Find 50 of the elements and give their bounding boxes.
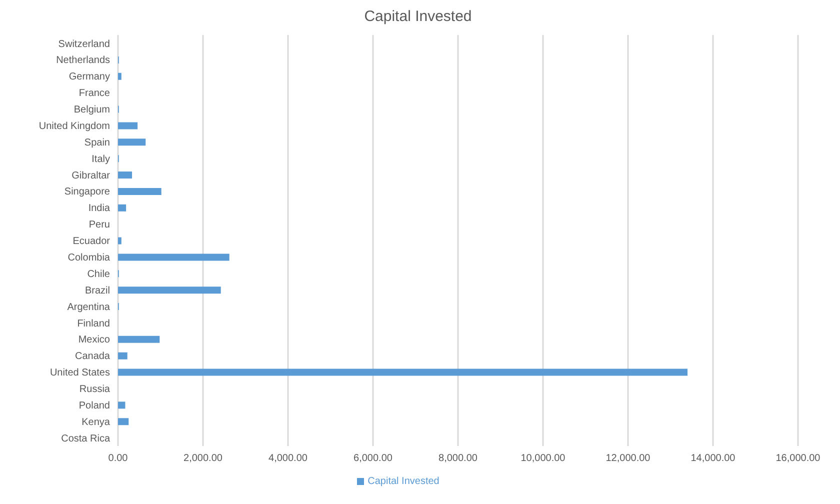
- y-tick-label: Canada: [74, 351, 110, 362]
- bar: [118, 418, 129, 426]
- y-tick-label: France: [78, 88, 110, 100]
- y-tick-label: Switzerland: [58, 38, 110, 50]
- x-tick-label: 8,000.00: [438, 453, 478, 464]
- x-tick-label: 12,000.00: [606, 453, 651, 464]
- y-tick-label: Singapore: [64, 186, 110, 198]
- y-tick-label: Poland: [78, 400, 110, 412]
- bar: [118, 204, 126, 212]
- bar: [118, 352, 128, 360]
- bar: [118, 254, 230, 261]
- y-tick-label: Gibraltar: [72, 170, 111, 182]
- bar: [118, 368, 688, 376]
- x-tick-label: 4,000.00: [268, 453, 308, 464]
- x-tick-label: 2,000.00: [184, 453, 223, 464]
- bar: [118, 286, 221, 294]
- y-tick-label: Germany: [68, 72, 110, 83]
- bar: [118, 402, 126, 409]
- y-tick-label: Belgium: [74, 104, 110, 116]
- bar: [118, 237, 122, 244]
- y-tick-label: Argentina: [67, 302, 110, 313]
- y-tick-label: Kenya: [82, 416, 110, 428]
- bar: [118, 122, 138, 130]
- y-tick-label: Finland: [77, 318, 110, 330]
- y-tick-label: India: [88, 203, 110, 214]
- chart-title: Capital Invested: [363, 8, 473, 25]
- x-tick-label: 16,000.00: [776, 453, 821, 464]
- y-tick-label: Spain: [84, 137, 110, 148]
- x-tick-label: 6,000.00: [354, 453, 393, 464]
- bar: [118, 172, 132, 179]
- y-tick-label: Costa Rica: [61, 433, 110, 444]
- bar: [118, 188, 162, 195]
- bar: [118, 72, 122, 80]
- y-tick-label: United Kingdom: [38, 120, 110, 132]
- y-tick-label: Mexico: [78, 334, 110, 346]
- legend-label: Capital Invested: [368, 476, 440, 487]
- y-tick-label: Brazil: [84, 285, 110, 296]
- y-tick-label: Colombia: [68, 252, 110, 264]
- y-tick-label: Peru: [88, 220, 110, 231]
- y-tick-label: Russia: [79, 384, 110, 396]
- y-tick-label: Italy: [92, 154, 110, 165]
- x-tick-label: 14,000.00: [690, 453, 736, 464]
- y-tick-label: Chile: [87, 268, 110, 280]
- x-tick-label: 0.00: [108, 453, 128, 464]
- y-tick-label: Netherlands: [56, 55, 110, 66]
- bar: [118, 138, 146, 146]
- bar: [118, 336, 160, 343]
- y-tick-label: Ecuador: [72, 236, 111, 248]
- y-tick-label: United States: [50, 368, 110, 379]
- x-tick-label: 10,000.00: [520, 453, 566, 464]
